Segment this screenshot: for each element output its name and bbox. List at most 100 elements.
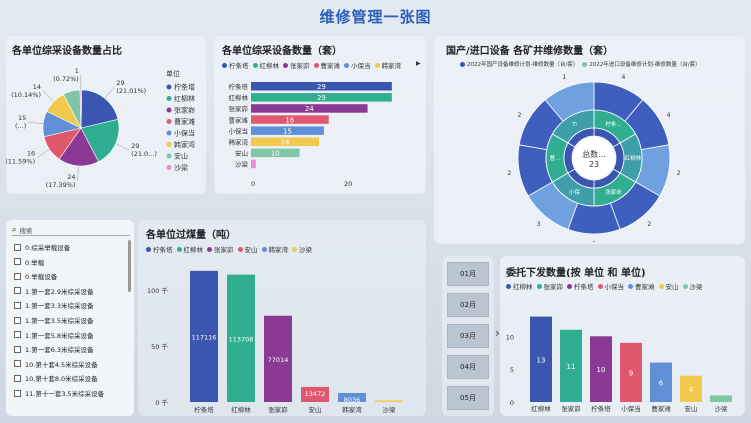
hbar-value-0: 29 [317, 83, 326, 91]
pie-legend-item-7[interactable]: 沙梁 [174, 163, 188, 172]
pie-label-2: 24 [67, 173, 75, 181]
pie-legend-item-1[interactable]: 红柳林 [174, 94, 195, 103]
filter-checkbox[interactable] [14, 316, 21, 324]
vbar-bar-0[interactable] [190, 270, 218, 402]
dispatch-bar-4[interactable] [650, 362, 672, 402]
filter-item[interactable]: 11.第十一套3.5米综采设备 [14, 387, 104, 399]
hbar-bar-6[interactable] [251, 148, 300, 158]
legend-item-2[interactable]: 张家峁 [207, 244, 234, 254]
pie-legend-title: 单位 [166, 69, 180, 78]
dispatch-bar-5[interactable] [680, 375, 702, 402]
dispatch-bar-6[interactable] [710, 395, 732, 402]
filter-checkbox[interactable] [14, 345, 21, 353]
legend-item-1[interactable]: 红柳林 [252, 60, 279, 70]
sunburst-inner-5[interactable] [567, 127, 595, 148]
pie-slice-2[interactable] [58, 127, 99, 167]
legend-item-1[interactable]: 红柳林 [176, 244, 203, 254]
vbar-value-2: 77014 [268, 356, 289, 364]
filter-item[interactable]: 1.第一套3.5米综采设备 [14, 314, 94, 326]
legend-item-3[interactable]: 曹家滩 [313, 60, 340, 70]
legend-item-4[interactable]: 曹家滩 [628, 281, 655, 291]
hbar-bar-2[interactable] [251, 104, 368, 113]
hbar-bar-5[interactable] [251, 137, 319, 147]
legend-dot-2 [567, 283, 572, 289]
dispatch-bar-0[interactable] [530, 316, 552, 402]
hbar-cat-2: 张家峁 [229, 104, 249, 113]
filter-checkbox[interactable] [14, 374, 21, 382]
filter-checkbox[interactable] [14, 389, 21, 397]
hbar-bar-4[interactable] [251, 126, 324, 135]
legend-item-3[interactable]: 小保当 [597, 281, 624, 291]
legend-item-5[interactable]: 安山 [658, 281, 679, 291]
filter-item-label: 0.举载 [25, 258, 45, 267]
vbar-bar-4[interactable] [338, 392, 366, 402]
search-input[interactable]: 搜索 [19, 226, 33, 235]
filter-checkbox[interactable] [14, 272, 21, 280]
filter-item[interactable]: 1.第一套6.3米综采设备 [14, 343, 94, 355]
pie-legend-item-5[interactable]: 韩家湾 [174, 140, 195, 149]
dispatch-value-0: 13 [537, 356, 546, 364]
pie-slice-7[interactable] [79, 89, 83, 129]
legend-item-0[interactable]: 柠条塔 [222, 60, 249, 70]
filter-checkbox[interactable] [14, 243, 21, 251]
pie-legend-item-3[interactable]: 曹家滩 [174, 117, 195, 126]
filter-checkbox[interactable] [14, 287, 21, 295]
pie-legend-item-2[interactable]: 张家峁 [174, 106, 195, 115]
month-button-4[interactable]: 04月 [447, 355, 489, 379]
legend-item-0[interactable]: 柠条塔 [146, 244, 173, 254]
hbar-bar-7[interactable] [251, 159, 256, 169]
hbar-title: 各单位综采设备数量（套） [222, 46, 342, 57]
legend-item-5[interactable]: 韩家湾 [374, 60, 401, 70]
pie-legend-item-6[interactable]: 安山 [174, 152, 188, 161]
dispatch-bar-2[interactable] [590, 336, 612, 402]
vbar-bar-3[interactable] [301, 386, 329, 402]
filter-item-label: 1.第一套2.9米综采设备 [25, 287, 94, 296]
legend-item-1[interactable]: 张家峁 [536, 281, 563, 291]
filter-item[interactable]: 1.第一套3.3米综采设备 [14, 299, 94, 311]
month-button-5[interactable]: 05月 [447, 386, 489, 410]
legend-item-6[interactable]: 沙梁 [682, 281, 703, 291]
filter-item[interactable]: 0.综采举载设备 [14, 241, 70, 253]
filter-checkbox[interactable] [14, 331, 21, 339]
hbar-bar-0[interactable] [251, 82, 392, 91]
month-button-3[interactable]: 03月 [447, 324, 489, 348]
pie-legend-item-4[interactable]: 小保当 [174, 129, 195, 138]
filter-checkbox[interactable] [14, 301, 21, 309]
hbar-bar-1[interactable] [251, 93, 392, 102]
legend-item-2[interactable]: 张家峁 [283, 60, 310, 70]
filter-item[interactable]: 10.第十套4.5米综采设备 [14, 358, 98, 370]
month-button-2[interactable]: 02月 [447, 293, 489, 317]
filter-checkbox[interactable] [14, 258, 21, 266]
filter-item[interactable]: 10.第十套8.0米综采设备 [14, 372, 98, 384]
pie-label-pct-1: (21.0...) [131, 150, 157, 158]
dispatch-bar-3[interactable] [620, 342, 642, 402]
sunburst-legend: 2022年国产设备维修计划-维修数量（台/套） 2022年进口设备维修计划-维修… [460, 60, 701, 68]
legend-item-2[interactable]: 柠条塔 [567, 281, 594, 291]
legend-item-0[interactable]: 红柳林 [506, 281, 533, 291]
hbar-bar-3[interactable] [251, 115, 329, 124]
legend-item-4[interactable]: 韩家湾 [261, 244, 288, 254]
filter-item[interactable]: 1.第一套5.8米综采设备 [14, 329, 94, 341]
legend-item-5[interactable]: 沙梁 [292, 244, 312, 254]
legend-item-4[interactable]: 小保当 [344, 60, 371, 70]
next-icon[interactable]: › [495, 326, 500, 340]
filter-item[interactable]: 1.第一套2.9米综采设备 [14, 285, 94, 297]
filter-checkbox[interactable] [14, 360, 21, 368]
vbar-bar-2[interactable] [264, 315, 292, 402]
vbar-bar-5[interactable] [375, 400, 403, 403]
legend-dot-2 [283, 62, 288, 68]
scrollbar[interactable] [128, 240, 131, 292]
pie-label-pct-2: (17.39%) [46, 181, 76, 189]
legend-next-icon[interactable]: ▶ [416, 60, 421, 67]
legend-dot-0 [146, 246, 151, 252]
hbar-cat-6: 安山 [235, 149, 248, 158]
pie-legend-item-0[interactable]: 柠条塔 [174, 83, 195, 92]
filter-item[interactable]: 0.举载 [14, 256, 44, 268]
search-box[interactable]: ⌕ 搜索 [12, 224, 130, 236]
dispatch-bar-1[interactable] [560, 329, 582, 402]
legend-item-3[interactable]: 安山 [237, 244, 258, 254]
pie-legend-dot-7 [166, 165, 172, 170]
month-button-1[interactable]: 01月 [447, 262, 489, 286]
filter-item[interactable]: 0.举载设备 [14, 270, 57, 282]
vbar-bar-1[interactable] [227, 274, 255, 402]
